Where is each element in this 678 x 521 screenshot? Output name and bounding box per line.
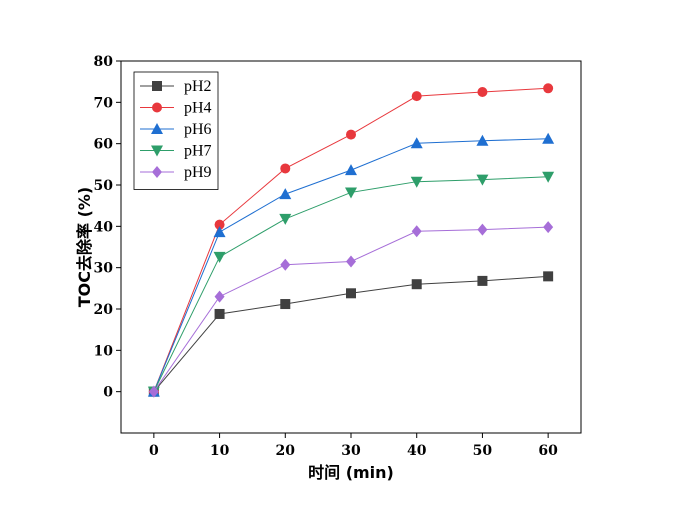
- data-point: [411, 91, 422, 102]
- data-point: [213, 226, 226, 238]
- legend-item: pH6: [140, 121, 212, 138]
- data-point: [476, 134, 489, 146]
- y-tick-label: 80: [94, 54, 114, 70]
- legend-marker: [152, 166, 162, 178]
- series-pH4: [148, 83, 554, 397]
- y-tick-label: 70: [94, 95, 114, 111]
- x-tick-label: 30: [341, 443, 361, 459]
- legend-item: pH9: [140, 164, 212, 181]
- data-point: [477, 87, 488, 97]
- legend-label: pH2: [184, 78, 212, 95]
- legend-label: pH4: [184, 100, 212, 117]
- legend-label: pH7: [184, 143, 212, 160]
- data-point: [476, 174, 489, 186]
- data-point: [345, 187, 357, 199]
- y-tick-label: 40: [94, 219, 114, 235]
- data-point: [411, 279, 422, 290]
- data-point: [214, 308, 225, 319]
- data-point: [280, 163, 291, 174]
- y-axis-title: TOC去除率 (%): [75, 187, 94, 308]
- legend-marker: [151, 123, 163, 134]
- data-point: [346, 255, 356, 268]
- legend-label: pH6: [184, 121, 212, 138]
- series-line: [153, 226, 549, 392]
- data-point: [543, 271, 554, 282]
- legend-item: pH2: [140, 78, 212, 95]
- y-tick-label: 20: [94, 302, 114, 318]
- x-axis-title: 时间 (min): [308, 463, 394, 482]
- series-pH2: [148, 271, 554, 397]
- data-point: [279, 213, 292, 225]
- y-tick-label: 60: [94, 137, 114, 153]
- y-tick-label: 30: [94, 261, 114, 277]
- data-point: [410, 137, 423, 149]
- legend-marker: [151, 145, 163, 157]
- data-point: [148, 385, 159, 398]
- data-point: [477, 223, 488, 236]
- legend-marker: [152, 81, 162, 91]
- legend-marker: [152, 102, 162, 113]
- series-line: [153, 176, 549, 392]
- data-point: [543, 83, 554, 94]
- data-point: [280, 258, 291, 271]
- x-tick-label: 50: [473, 443, 493, 459]
- data-point: [214, 219, 225, 230]
- data-point: [542, 132, 555, 144]
- x-tick-label: 0: [149, 443, 159, 459]
- y-tick-label: 10: [94, 343, 114, 359]
- legend-item: pH7: [140, 143, 212, 160]
- y-tick-label: 0: [103, 385, 113, 401]
- data-point: [543, 221, 554, 234]
- x-tick-label: 60: [538, 443, 558, 459]
- x-tick-label: 40: [407, 443, 427, 459]
- y-tick-label: 50: [94, 178, 114, 194]
- legend-item: pH4: [140, 100, 212, 117]
- data-point: [346, 129, 356, 140]
- data-point: [410, 176, 423, 188]
- data-point: [477, 275, 488, 286]
- data-point: [280, 299, 291, 310]
- plot-area: 0 10 20 30 40 50 6001020304050607080pH2pH4pH6p…: [94, 54, 582, 459]
- legend-box: [133, 71, 219, 190]
- legend-label: pH9: [184, 164, 212, 181]
- data-point: [213, 251, 226, 263]
- data-point: [279, 188, 292, 200]
- x-tick-label: 10: [210, 443, 230, 459]
- data-point: [346, 288, 356, 299]
- series-pH9: [148, 221, 554, 398]
- x-tick-label: 20: [276, 443, 296, 459]
- series-pH7: [147, 171, 555, 398]
- data-point: [411, 225, 422, 238]
- data-point: [542, 171, 555, 183]
- legend: pH2 pH4 pH6 pH7 pH9: [133, 71, 219, 190]
- data-point: [345, 164, 357, 176]
- data-point: [214, 290, 225, 303]
